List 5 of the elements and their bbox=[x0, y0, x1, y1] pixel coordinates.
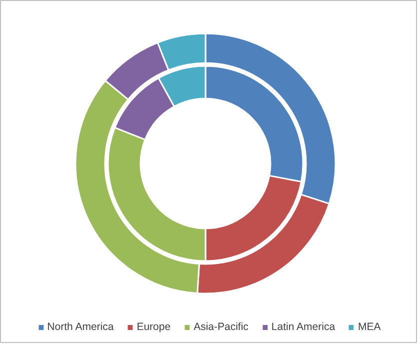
legend-label: Asia-Pacific bbox=[194, 321, 248, 333]
legend-label: North America bbox=[47, 321, 114, 333]
legend-label: Europe bbox=[136, 321, 171, 333]
legend-label: MEA bbox=[358, 321, 381, 333]
legend-label: Latin America bbox=[271, 321, 336, 333]
